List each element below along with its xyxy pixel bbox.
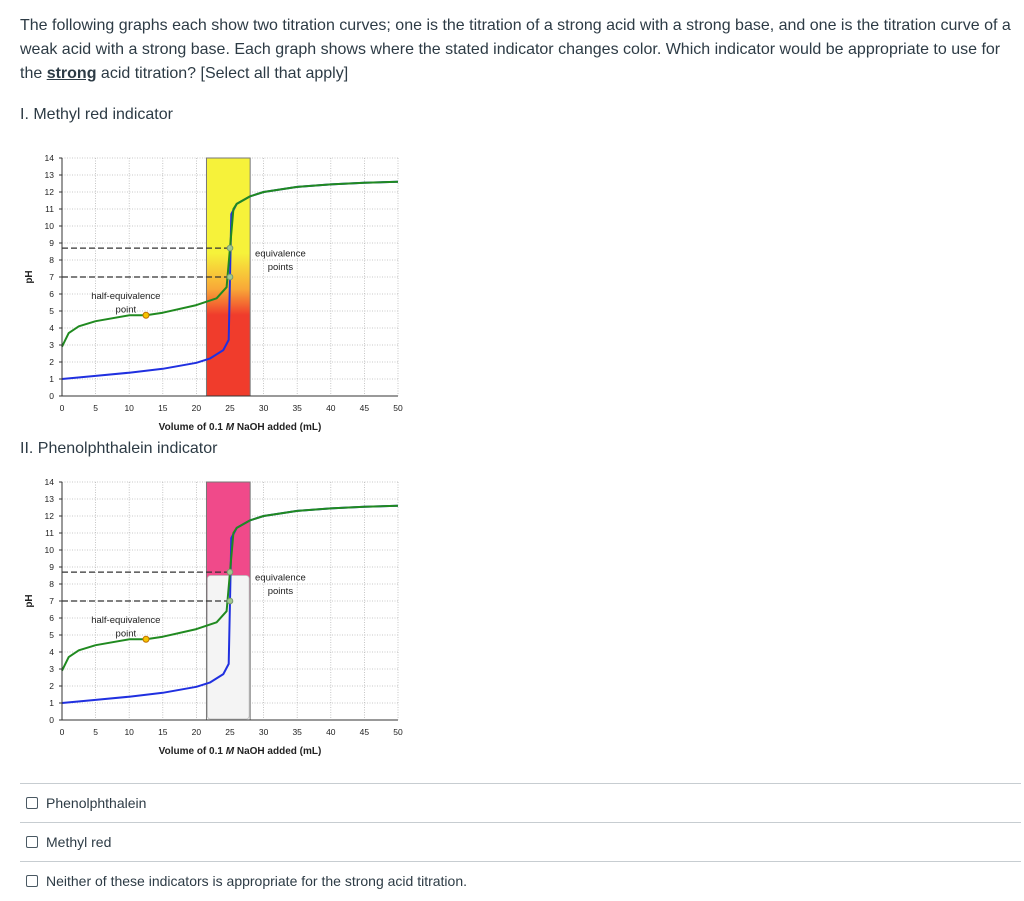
x-tick-label: 35	[292, 727, 302, 737]
y-tick-label: 4	[49, 323, 54, 333]
y-tick-label: 5	[49, 306, 54, 316]
checkbox-phenolphthalein[interactable]	[26, 797, 38, 809]
y-tick-label: 2	[49, 681, 54, 691]
annotation-half-equivalence-1: half-equivalence	[91, 615, 160, 626]
y-tick-label: 13	[45, 494, 55, 504]
answer-label: Neither of these indicators is appropria…	[46, 873, 467, 889]
y-tick-label: 12	[45, 511, 55, 521]
x-tick-label: 45	[360, 403, 370, 413]
x-tick-label: 15	[158, 403, 168, 413]
x-tick-label: 15	[158, 727, 168, 737]
answer-list: Phenolphthalein Methyl red Neither of th…	[20, 783, 1021, 900]
chart-methyl-red: equivalence points half-equivalence point 0 1…	[24, 153, 403, 433]
answer-phenolphthalein[interactable]: Phenolphthalein	[20, 783, 1021, 822]
y-tick-label: 1	[49, 698, 54, 708]
x-tick-label: 45	[360, 727, 370, 737]
y-tick-label: 3	[49, 664, 54, 674]
y-tick-label: 13	[45, 170, 55, 180]
x-tick-label: 25	[225, 403, 235, 413]
x-axis-label: Volume of 0.1 M NaOH added (mL)	[159, 746, 322, 757]
y-axis-label: pH	[24, 270, 35, 283]
y-tick-label: 9	[49, 562, 54, 572]
y-tick-label: 8	[49, 255, 54, 265]
data-marker	[142, 311, 150, 319]
x-tick-label: 40	[326, 403, 336, 413]
chart-phenolphthalein: equivalence points half-equivalence point 0 1…	[24, 477, 403, 757]
y-tick-label: 11	[45, 204, 54, 214]
data-marker	[142, 635, 150, 643]
x-tick-label: 40	[326, 727, 336, 737]
data-marker	[226, 568, 234, 576]
y-tick-label: 0	[49, 391, 54, 401]
y-tick-label: 14	[45, 477, 55, 487]
y-tick-label: 6	[49, 289, 54, 299]
series-line-1	[61, 180, 399, 348]
y-tick-label: 9	[49, 238, 54, 248]
series-line-1	[61, 504, 399, 672]
section-label-methyl-red: I. Methyl red indicator	[20, 106, 173, 123]
question-text: The following graphs each show two titra…	[20, 14, 1015, 86]
question-text-after: acid titration? [Select all that apply]	[96, 65, 349, 82]
y-tick-label: 0	[49, 715, 54, 725]
checkbox-methyl-red[interactable]	[26, 836, 38, 848]
answer-label: Methyl red	[46, 834, 112, 850]
data-marker	[226, 273, 234, 281]
x-tick-label: 10	[124, 403, 134, 413]
x-axis-label: Volume of 0.1 M NaOH added (mL)	[159, 422, 322, 433]
y-axis-label: pH	[24, 594, 35, 607]
y-tick-label: 10	[45, 221, 55, 231]
annotation-half-equivalence-2: point	[116, 305, 137, 316]
x-tick-label: 5	[93, 403, 98, 413]
annotation-half-equivalence-2: point	[116, 629, 137, 640]
x-tick-label: 5	[93, 727, 98, 737]
question-text-before: The following graphs each show two titra…	[20, 17, 1011, 82]
y-tick-label: 6	[49, 613, 54, 623]
y-tick-label: 11	[45, 528, 54, 538]
x-tick-label: 30	[259, 727, 269, 737]
y-tick-label: 5	[49, 630, 54, 640]
x-tick-label: 20	[192, 403, 202, 413]
data-marker	[226, 244, 234, 252]
annotation-equivalence-1: equivalence	[255, 573, 306, 584]
x-tick-label: 50	[393, 403, 403, 413]
y-tick-label: 2	[49, 357, 54, 367]
x-tick-label: 10	[124, 727, 134, 737]
x-tick-label: 20	[192, 727, 202, 737]
x-tick-label: 30	[259, 403, 269, 413]
y-tick-label: 4	[49, 647, 54, 657]
annotation-equivalence-2: points	[268, 262, 294, 273]
annotation-half-equivalence-1: half-equivalence	[91, 291, 160, 302]
y-tick-label: 7	[49, 272, 54, 282]
checkbox-neither[interactable]	[26, 875, 38, 887]
y-tick-label: 1	[49, 374, 54, 384]
x-tick-label: 0	[60, 403, 65, 413]
x-tick-label: 0	[60, 727, 65, 737]
annotation-equivalence-2: points	[268, 586, 294, 597]
y-tick-label: 14	[45, 153, 55, 163]
y-tick-label: 8	[49, 579, 54, 589]
data-marker	[226, 597, 234, 605]
question-emphasis: strong	[46, 65, 97, 82]
x-tick-label: 25	[225, 727, 235, 737]
x-tick-label: 50	[393, 727, 403, 737]
section-label-phenolphthalein: II. Phenolphthalein indicator	[20, 440, 218, 457]
annotation-equivalence-1: equivalence	[255, 249, 306, 260]
answer-neither[interactable]: Neither of these indicators is appropria…	[20, 861, 1021, 900]
y-tick-label: 3	[49, 340, 54, 350]
answer-label: Phenolphthalein	[46, 795, 147, 811]
y-tick-label: 12	[45, 187, 55, 197]
x-tick-label: 35	[292, 403, 302, 413]
answer-methyl-red[interactable]: Methyl red	[20, 822, 1021, 861]
y-tick-label: 7	[49, 596, 54, 606]
y-tick-label: 10	[45, 545, 55, 555]
